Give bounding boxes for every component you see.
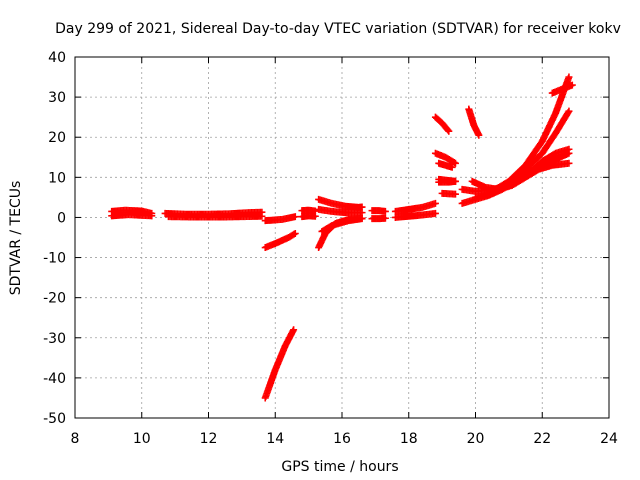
data-point xyxy=(444,126,452,134)
y-tick-label: -50 xyxy=(43,411,66,427)
data-point xyxy=(445,127,453,135)
data-point xyxy=(565,159,573,167)
y-tick-label: 30 xyxy=(48,90,66,106)
data-point xyxy=(291,229,299,237)
data-point xyxy=(431,209,439,217)
data-point xyxy=(565,73,573,81)
data-point xyxy=(565,107,573,115)
data-point xyxy=(290,326,298,334)
data-point xyxy=(381,214,389,222)
x-tick-label: 22 xyxy=(533,431,551,447)
x-tick-label: 14 xyxy=(266,431,284,447)
x-tick-label: 16 xyxy=(333,431,351,447)
y-tick-labels: 40 30 20 10 0 -10 -20 -30 -40 -50 xyxy=(43,50,66,427)
data-point xyxy=(431,199,439,207)
grid-lines xyxy=(75,57,609,418)
data-point xyxy=(381,207,389,215)
x-tick-label: 24 xyxy=(600,431,618,447)
data-point xyxy=(148,212,156,220)
data-point xyxy=(565,149,573,157)
data-point xyxy=(448,163,456,171)
y-tick-label: -30 xyxy=(43,331,66,347)
data-point xyxy=(451,159,459,167)
data-points xyxy=(108,73,576,402)
data-point xyxy=(568,81,576,89)
y-tick-label: 40 xyxy=(48,50,66,66)
x-tick-label: 20 xyxy=(467,431,485,447)
y-tick-label: -40 xyxy=(43,371,66,387)
data-point xyxy=(451,190,459,198)
data-point xyxy=(291,213,299,221)
data-point xyxy=(358,215,366,223)
y-tick-label: 10 xyxy=(48,170,66,186)
axis-ticks xyxy=(74,56,610,419)
data-point xyxy=(258,212,266,220)
x-tick-label: 18 xyxy=(400,431,418,447)
x-axis-title: GPS time / hours xyxy=(281,459,398,475)
x-tick-label: 8 xyxy=(71,431,80,447)
data-point xyxy=(475,131,483,139)
y-tick-label: 0 xyxy=(57,210,66,226)
x-tick-label: 10 xyxy=(133,431,151,447)
chart-title: Day 299 of 2021, Sidereal Day-to-day VTE… xyxy=(55,21,621,37)
data-point xyxy=(451,177,459,185)
data-point xyxy=(290,230,298,238)
data-point xyxy=(311,212,319,220)
x-tick-label: 12 xyxy=(200,431,218,447)
y-tick-label: -10 xyxy=(43,251,66,267)
y-tick-label: -20 xyxy=(43,291,66,307)
y-axis-title: SDTVAR / TECUs xyxy=(8,181,24,296)
y-tick-label: 20 xyxy=(48,130,66,146)
x-tick-labels: 8 10 12 14 16 18 20 22 24 xyxy=(71,431,618,447)
